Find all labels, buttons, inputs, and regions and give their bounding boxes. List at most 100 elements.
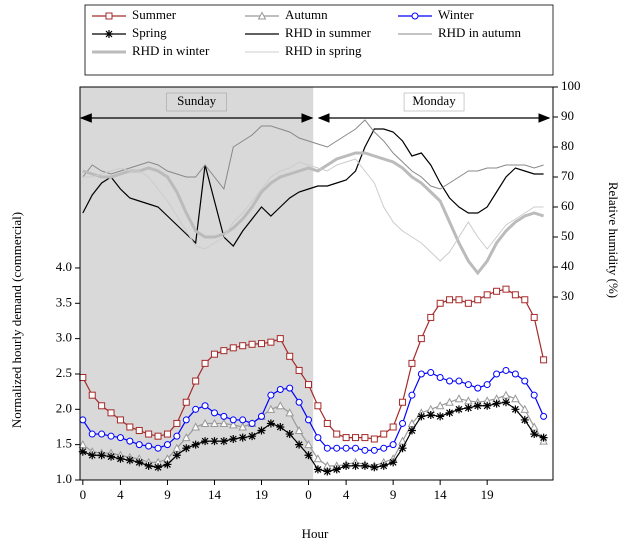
marker-square xyxy=(107,409,115,417)
marker-star xyxy=(125,456,134,465)
annotation-box xyxy=(166,92,227,112)
marker-square xyxy=(399,398,407,406)
marker-square xyxy=(333,430,341,438)
annotation-box xyxy=(403,92,465,112)
point xyxy=(201,437,210,446)
point xyxy=(220,412,228,420)
marker-square xyxy=(389,423,397,431)
marker-circle xyxy=(455,377,463,385)
marker-star xyxy=(135,458,144,467)
point xyxy=(540,356,548,364)
y-tick-label: 3.5 xyxy=(56,294,72,309)
point xyxy=(135,427,143,435)
marker-star xyxy=(342,461,351,470)
marker-circle xyxy=(248,419,256,427)
point xyxy=(455,296,463,304)
legend-box xyxy=(84,4,554,76)
point xyxy=(286,384,294,392)
marker-star xyxy=(154,463,163,472)
marker-circle xyxy=(229,416,237,424)
marker-triangle xyxy=(313,454,323,463)
x-tick-label: 0 xyxy=(80,487,87,502)
point xyxy=(407,418,417,427)
y2-tick-label: 60 xyxy=(561,198,574,213)
marker-circle xyxy=(361,446,369,454)
point xyxy=(446,296,454,304)
point xyxy=(107,409,115,417)
series-line xyxy=(82,119,544,191)
point xyxy=(154,463,163,472)
x-tick-label: 0 xyxy=(305,487,312,502)
legend-label: RHD in spring xyxy=(285,43,362,58)
y-tick-label: 2.0 xyxy=(56,400,72,415)
point xyxy=(219,418,229,427)
y-tick-label: 4.0 xyxy=(56,259,72,274)
marker-circle xyxy=(464,381,472,389)
point xyxy=(530,391,538,399)
marker-square xyxy=(342,434,350,442)
point xyxy=(239,416,247,424)
point xyxy=(323,444,331,452)
marker-circle xyxy=(483,381,491,389)
point xyxy=(455,377,463,385)
point xyxy=(398,444,407,453)
point xyxy=(135,441,143,449)
marker-star xyxy=(530,430,539,439)
marker-star xyxy=(172,451,181,460)
point xyxy=(125,456,134,465)
marker-triangle xyxy=(238,422,248,431)
marker-circle xyxy=(257,412,265,420)
marker-star xyxy=(105,30,113,38)
marker-star xyxy=(285,430,294,439)
point xyxy=(116,454,125,463)
marker-star xyxy=(351,461,360,470)
marker-circle xyxy=(267,391,275,399)
legend-label: Autumn xyxy=(285,7,328,22)
y2-tick-label: 30 xyxy=(561,288,574,303)
marker-star xyxy=(483,401,492,410)
marker-square xyxy=(239,342,247,350)
marker-star xyxy=(332,465,341,474)
marker-circle xyxy=(295,398,303,406)
marker-star xyxy=(191,440,200,449)
series-line xyxy=(82,128,544,247)
point xyxy=(313,465,322,474)
point xyxy=(501,398,510,407)
marker-circle xyxy=(79,416,87,424)
marker-circle xyxy=(408,391,416,399)
marker-circle xyxy=(446,377,454,385)
point xyxy=(426,410,435,419)
marker-circle xyxy=(417,370,425,378)
marker-triangle xyxy=(78,440,88,449)
point xyxy=(239,342,247,350)
point xyxy=(502,285,510,293)
marker-star xyxy=(473,401,482,410)
marker-star xyxy=(163,460,172,469)
point xyxy=(285,430,294,439)
point xyxy=(248,340,256,348)
point xyxy=(257,412,265,420)
marker-square xyxy=(474,296,482,304)
point xyxy=(380,430,388,438)
y2-tick-label: 50 xyxy=(561,228,574,243)
marker-star xyxy=(464,403,473,412)
point xyxy=(435,401,445,410)
point xyxy=(305,381,313,389)
point xyxy=(116,434,124,442)
marker-square xyxy=(276,335,284,343)
marker-star xyxy=(370,463,379,472)
point xyxy=(276,386,284,394)
marker-circle xyxy=(107,432,115,440)
shaded-region xyxy=(80,87,314,480)
marker-circle xyxy=(173,432,181,440)
marker-circle xyxy=(192,405,200,413)
point xyxy=(105,12,113,20)
marker-star xyxy=(210,437,219,446)
marker-square xyxy=(126,423,134,431)
point xyxy=(144,461,153,470)
point xyxy=(145,442,153,450)
marker-circle xyxy=(333,444,341,452)
point xyxy=(408,359,416,367)
marker-square xyxy=(464,299,472,307)
marker-square xyxy=(530,313,538,321)
